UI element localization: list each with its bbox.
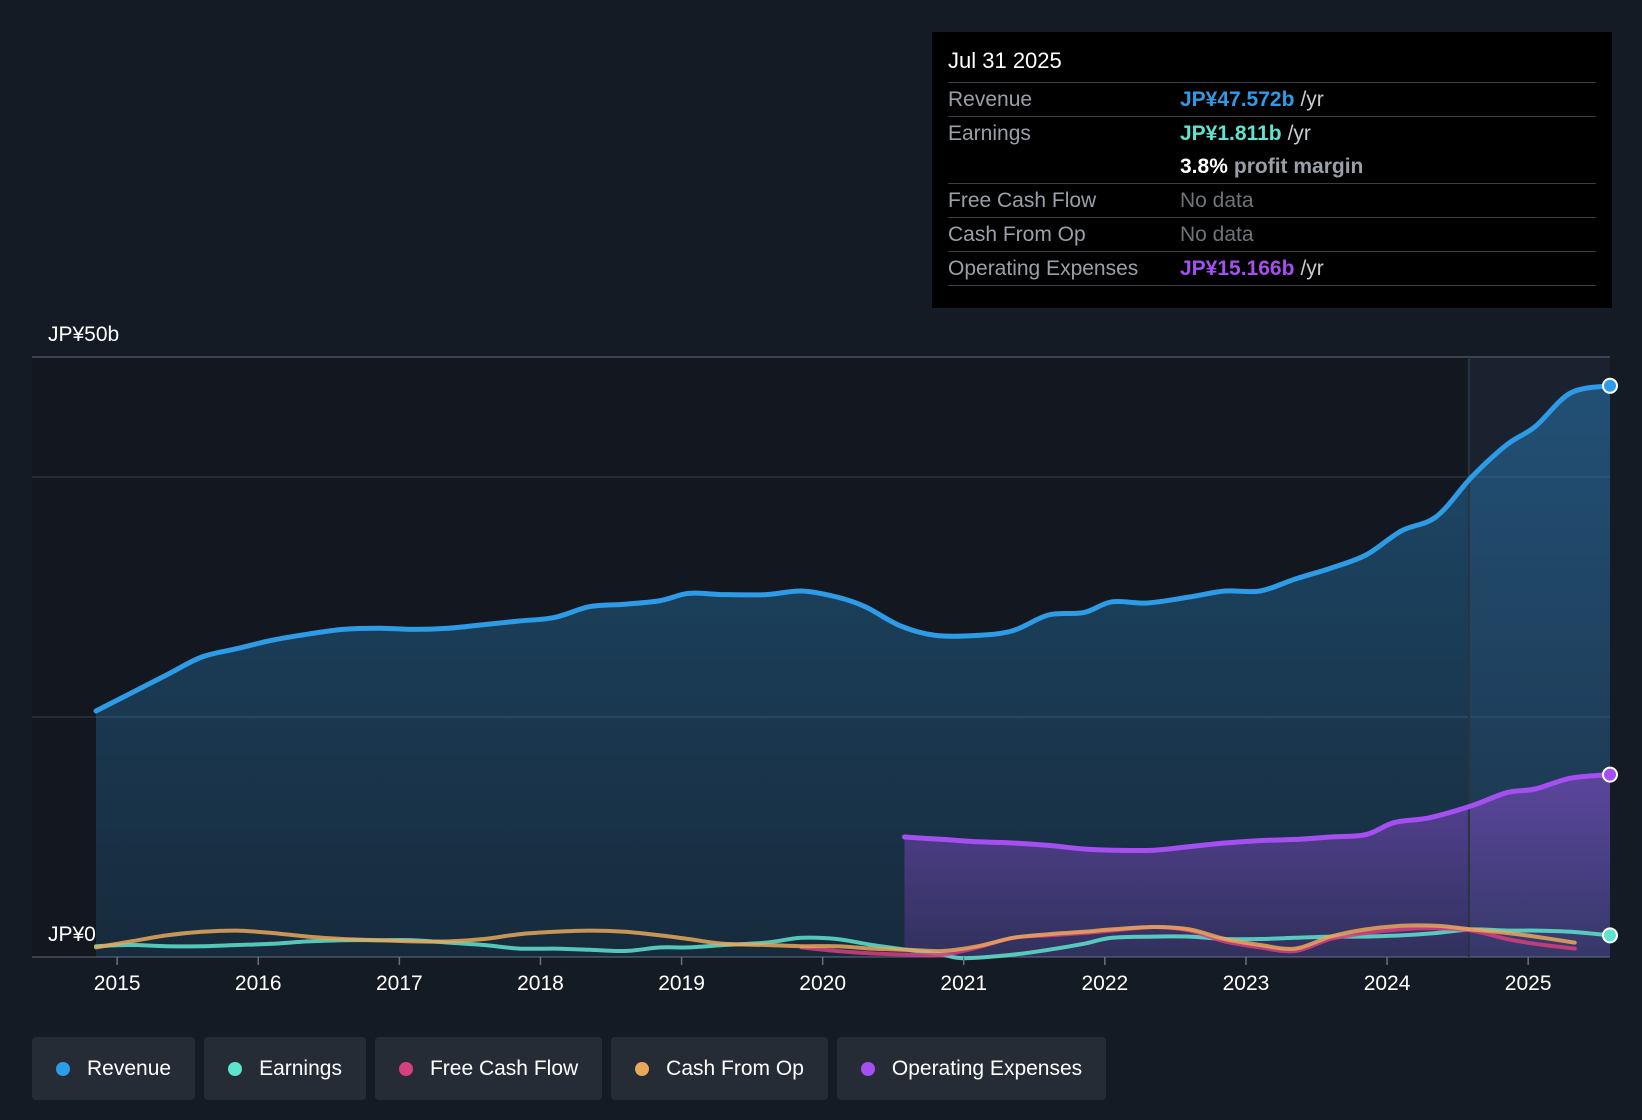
tooltip-row-margin: 3.8% profit margin <box>948 150 1596 183</box>
tooltip-revenue-value-wrap: JP¥47.572b/yr <box>1180 83 1324 116</box>
x-tick-label-2025: 2025 <box>1505 972 1552 995</box>
series-lines <box>93 383 1613 961</box>
tooltip-revenue-value: JP¥47.572b <box>1180 88 1295 111</box>
legend-dot-revenue-icon <box>56 1061 70 1076</box>
tooltip-margin-spacer <box>948 150 1180 183</box>
tooltip-earnings-value-wrap: JP¥1.811b/yr <box>1180 117 1311 150</box>
area-revenue <box>96 385 1610 957</box>
x-tick-label-2016: 2016 <box>235 972 282 995</box>
tooltip-margin-value: 3.8% <box>1180 155 1228 178</box>
line-opex <box>902 772 1613 854</box>
tooltip-fcf-value: No data <box>1180 189 1254 212</box>
tooltip-opex-unit: /yr <box>1300 257 1324 280</box>
y-label-50: JP¥50b <box>48 323 119 346</box>
end-marker-opex <box>1602 766 1618 783</box>
y-label-0: JP¥0 <box>48 923 96 946</box>
end-markers <box>1602 377 1618 944</box>
tooltip-date: Jul 31 2025 <box>948 48 1062 73</box>
x-axis-ticks: 2015 2016 2017 2018 2019 2020 2021 2022 2023 2024… <box>94 957 1552 995</box>
x-tick-label-2019: 2019 <box>658 972 705 995</box>
tooltip-opex-label: Operating Expenses <box>948 257 1139 280</box>
legend-item-cfo[interactable]: Cash From Op <box>611 1037 828 1100</box>
tooltip-bottom-rule <box>948 285 1596 286</box>
legend-item-opex[interactable]: Operating Expenses <box>836 1037 1107 1100</box>
end-marker-earnings <box>1602 927 1618 944</box>
y-axis-labels: JP¥50b JP¥0 <box>48 323 119 946</box>
tooltip-row-earnings: Earnings JP¥1.811b/yr <box>948 116 1596 150</box>
x-tick-label-2018: 2018 <box>517 972 564 995</box>
x-tick-label-2021: 2021 <box>940 972 987 995</box>
tooltip-cfo-label: Cash From Op <box>948 223 1086 246</box>
legend-item-revenue[interactable]: Revenue <box>32 1037 196 1100</box>
tooltip-row-revenue: Revenue JP¥47.572b/yr <box>948 82 1596 116</box>
legend-dot-earnings-icon <box>228 1061 243 1076</box>
tooltip-revenue-label: Revenue <box>948 88 1033 111</box>
legend-dot-cfo-icon <box>635 1061 650 1076</box>
tooltip-earnings-unit: /yr <box>1287 122 1311 145</box>
tooltip-row-cfo: Cash From Op No data <box>948 217 1596 251</box>
tooltip-earnings-label: Earnings <box>948 122 1031 145</box>
tooltip-earnings-value: JP¥1.811b <box>1180 122 1282 145</box>
end-marker-revenue <box>1602 377 1618 394</box>
legend-item-earnings[interactable]: Earnings <box>204 1037 366 1100</box>
legend-dot-opex-icon <box>860 1061 875 1076</box>
tooltip-opex-value-wrap: JP¥15.166b/yr <box>1180 252 1324 285</box>
series-areas <box>96 385 1610 957</box>
legend-label-cfo: Cash From Op <box>666 1056 804 1080</box>
legend-item-fcf[interactable]: Free Cash Flow <box>374 1037 603 1100</box>
x-tick-label-2020: 2020 <box>799 972 846 995</box>
x-tick-label-2024: 2024 <box>1364 972 1411 995</box>
tooltip-margin-text: profit margin <box>1233 155 1364 178</box>
legend-dot-fcf-icon <box>398 1061 413 1076</box>
tooltip-fcf-label: Free Cash Flow <box>948 189 1097 212</box>
legend-label-revenue: Revenue <box>87 1056 172 1080</box>
legend: Revenue Earnings Free Cash Flow Cash Fro… <box>32 1037 1107 1100</box>
tooltip-revenue-unit: /yr <box>1300 88 1324 111</box>
legend-label-opex: Operating Expenses <box>891 1056 1083 1080</box>
x-tick-label-2023: 2023 <box>1223 972 1270 995</box>
tooltip-row-fcf: Free Cash Flow No data <box>948 183 1596 217</box>
x-tick-label-2015: 2015 <box>94 972 141 995</box>
x-tick-label-2017: 2017 <box>376 972 423 995</box>
x-tick-label-2022: 2022 <box>1082 972 1129 995</box>
tooltip-panel: Jul 31 2025 Revenue JP¥47.572b/yr Earnin… <box>932 32 1612 308</box>
legend-label-fcf: Free Cash Flow <box>429 1056 579 1080</box>
line-revenue <box>93 383 1613 714</box>
area-opex <box>904 774 1610 957</box>
tooltip-cfo-value: No data <box>1180 223 1254 246</box>
tooltip-opex-value: JP¥15.166b <box>1180 257 1295 280</box>
tooltip-margin-wrap: 3.8% profit margin <box>1180 150 1363 183</box>
line-cfo <box>94 923 1577 954</box>
tooltip-row-opex: Operating Expenses JP¥15.166b/yr <box>948 251 1596 285</box>
legend-label-earnings: Earnings <box>259 1056 342 1080</box>
